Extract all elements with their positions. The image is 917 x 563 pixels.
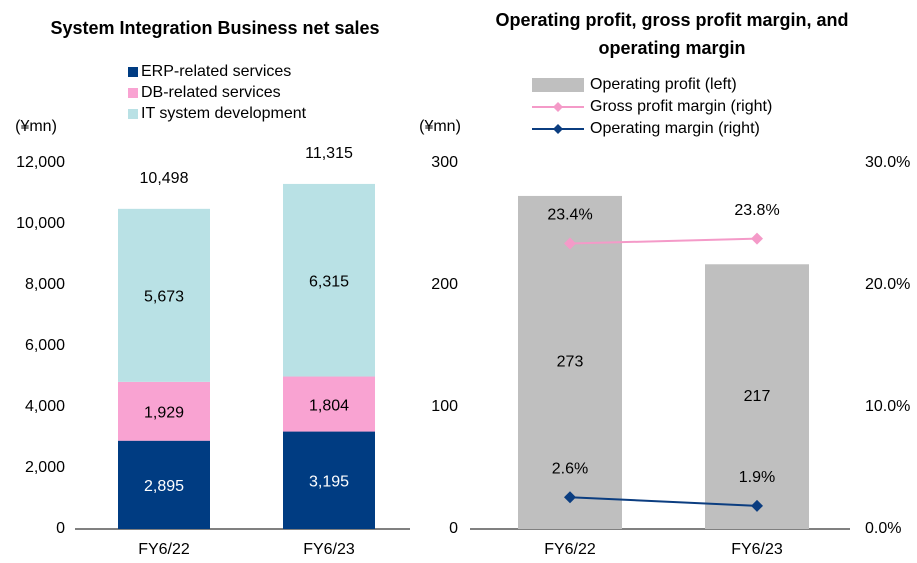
marker <box>564 491 576 504</box>
bar-segment <box>283 376 375 432</box>
chart-title: Operating profit, gross profit margin, a… <box>495 10 849 58</box>
legend-label: Gross profit margin (right) <box>590 98 772 115</box>
data-label: 217 <box>744 388 771 405</box>
total-label: 11,315 <box>305 145 353 162</box>
x-tick-label: FY6/22 <box>544 541 596 558</box>
y-tick-label: 6,000 <box>25 337 65 354</box>
data-label: 1,929 <box>144 405 184 422</box>
y-tick-label: 8,000 <box>25 276 65 293</box>
legend-swatch <box>128 67 138 77</box>
data-label: 5,673 <box>144 289 184 306</box>
legend-swatch <box>128 109 138 119</box>
data-label: 3,195 <box>309 473 349 490</box>
y2-tick-label: 10.0% <box>865 398 910 415</box>
line <box>569 496 758 507</box>
bar-segment <box>118 208 210 382</box>
legend-swatch <box>128 88 138 98</box>
x-tick-label: FY6/23 <box>731 541 783 558</box>
bar <box>705 264 809 529</box>
data-label: 23.8% <box>734 202 779 219</box>
legend-label: IT system development <box>141 105 307 122</box>
marker <box>564 237 576 250</box>
y-tick-label: 0 <box>56 520 65 537</box>
y2-tick-label: 0.0% <box>865 520 901 537</box>
data-label: 23.4% <box>547 207 592 224</box>
data-label: 6,315 <box>309 273 349 290</box>
y2-tick-label: 20.0% <box>865 276 910 293</box>
y-tick-label: 100 <box>431 398 458 415</box>
data-label: 2.6% <box>552 460 588 477</box>
data-label: 1,804 <box>309 397 349 414</box>
y-tick-label: 2,000 <box>25 459 65 476</box>
y-tick-label: 4,000 <box>25 398 65 415</box>
legend-label: Operating margin (right) <box>590 120 760 137</box>
y-tick-label: 200 <box>431 276 458 293</box>
data-label: 1.9% <box>739 469 775 486</box>
chart-title: System Integration Business net sales <box>50 18 380 38</box>
data-label: 2,895 <box>144 478 184 495</box>
line <box>569 237 758 245</box>
y-tick-label: 12,000 <box>16 154 65 171</box>
y-axis-label: (¥mn) <box>15 118 57 135</box>
bar-segment <box>118 440 210 529</box>
legend-swatch <box>532 78 584 92</box>
legend-label: ERP-related services <box>141 63 291 80</box>
x-tick-label: FY6/23 <box>303 541 355 558</box>
bar-segment <box>118 381 210 441</box>
legend-marker <box>553 124 563 134</box>
legend-label: Operating profit (left) <box>590 76 737 93</box>
y-tick-label: 300 <box>431 154 458 171</box>
bar-segment <box>283 431 375 529</box>
marker <box>751 499 763 512</box>
total-label: 10,498 <box>140 170 189 187</box>
y2-tick-label: 30.0% <box>865 154 910 171</box>
legend-label: DB-related services <box>141 84 281 101</box>
bar-segment <box>283 183 375 377</box>
y-tick-label: 0 <box>449 520 458 537</box>
legend-marker <box>553 102 563 112</box>
bar <box>518 195 622 529</box>
y-tick-label: 10,000 <box>16 215 65 232</box>
x-tick-label: FY6/22 <box>138 541 190 558</box>
data-label: 273 <box>557 354 584 371</box>
marker <box>751 232 763 245</box>
y-axis-label: (¥mn) <box>419 118 461 135</box>
